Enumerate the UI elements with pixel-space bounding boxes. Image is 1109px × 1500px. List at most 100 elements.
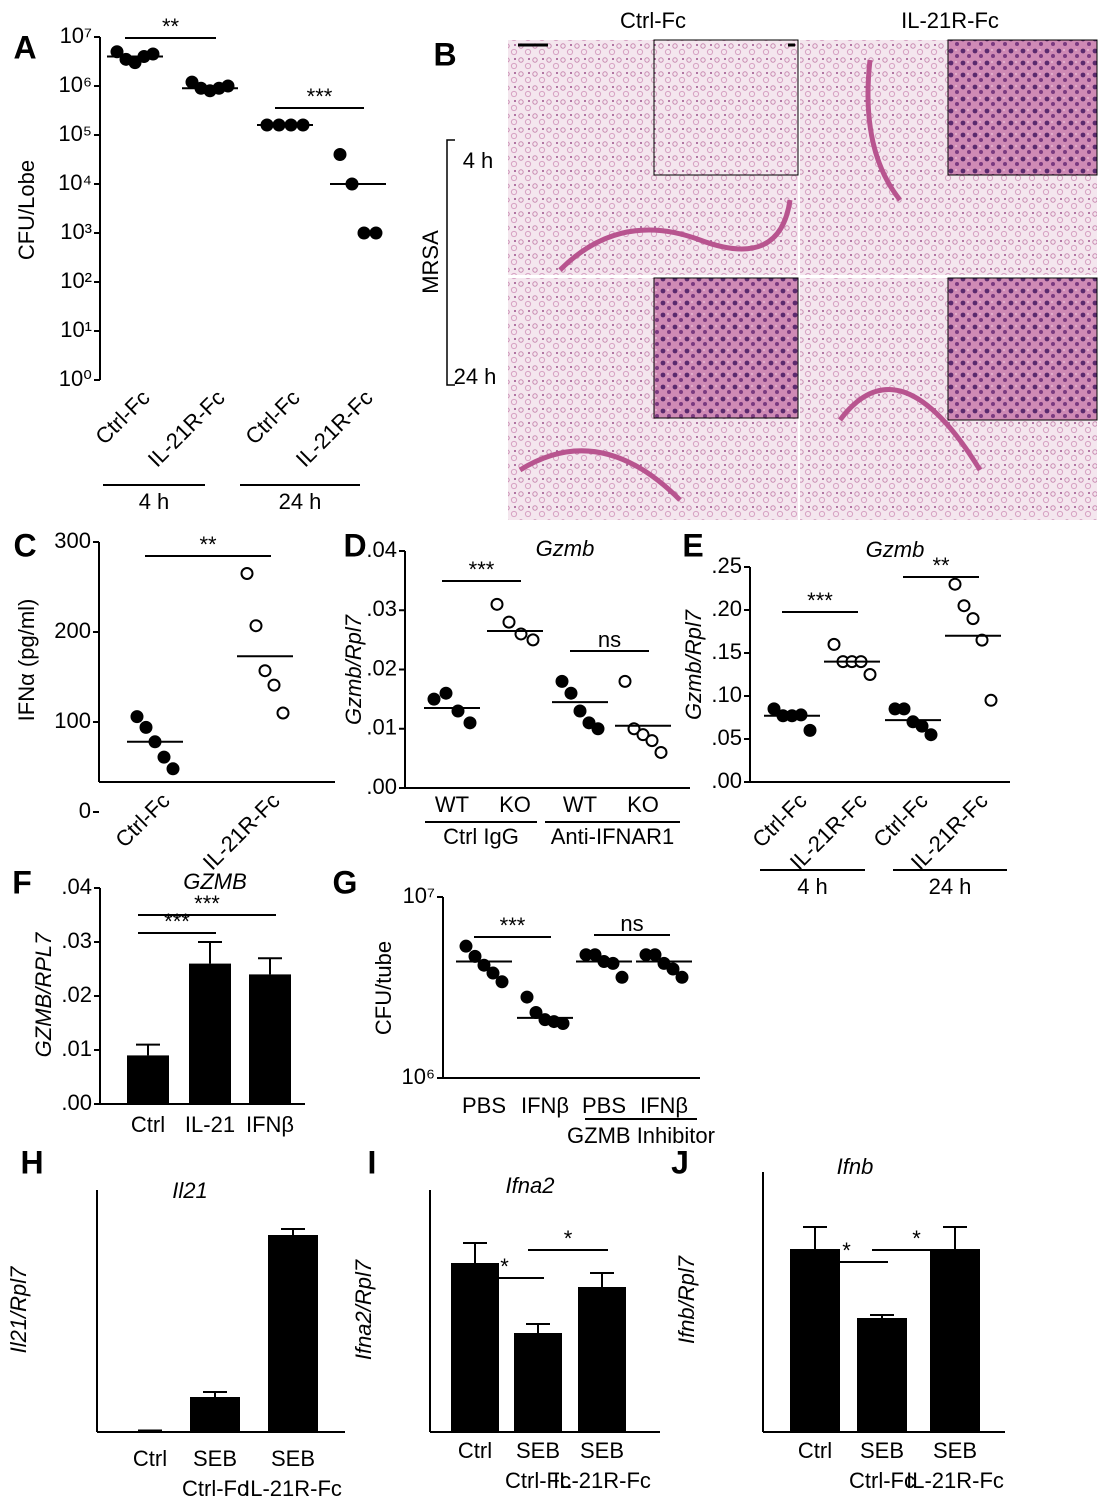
y-tick-label: 300 bbox=[54, 528, 91, 553]
x-tick-label: Ctrl bbox=[133, 1446, 167, 1471]
x-tick-label: Ctrl-Fc bbox=[110, 788, 174, 852]
y-tick-label: 10⁷ bbox=[60, 23, 92, 48]
panel-letter: J bbox=[671, 1144, 689, 1180]
x-tick-sublabel: IL-21R-Fc bbox=[553, 1468, 651, 1493]
data-point bbox=[915, 719, 929, 733]
data-point bbox=[130, 710, 144, 724]
y-tick-label: .03 bbox=[366, 596, 397, 621]
data-point bbox=[463, 716, 477, 730]
x-tick-label: WT bbox=[563, 792, 597, 817]
data-point bbox=[863, 668, 877, 681]
panel-letter: A bbox=[13, 29, 36, 65]
panel-letter: C bbox=[13, 527, 36, 563]
data-point bbox=[645, 734, 659, 748]
data-point bbox=[468, 949, 482, 963]
x-tick-label: Ctrl-Fc bbox=[240, 385, 304, 449]
y-tick-label: .01 bbox=[61, 1036, 92, 1061]
significance-label: * bbox=[842, 1238, 851, 1263]
significance-label: ** bbox=[162, 14, 180, 39]
bar bbox=[190, 1397, 240, 1432]
panel-letter: B bbox=[433, 36, 456, 72]
y-tick-label: .04 bbox=[366, 537, 397, 562]
x-tick-label: IL-21R-Fc bbox=[143, 385, 230, 472]
bar bbox=[790, 1249, 840, 1432]
panel-letter: E bbox=[682, 527, 703, 563]
panel-letter: D bbox=[343, 527, 366, 563]
inset bbox=[947, 39, 1098, 176]
x-tick-label: Ctrl-Fc bbox=[90, 385, 154, 449]
y-axis-label: GZMB/RPL7 bbox=[31, 932, 56, 1057]
significance-label: * bbox=[912, 1226, 921, 1251]
y-tick-label: .10 bbox=[711, 682, 742, 707]
x-tick-label: IFNβ bbox=[246, 1112, 294, 1137]
row-label: 24 h bbox=[454, 364, 497, 389]
y-tick-label: .20 bbox=[711, 596, 742, 621]
significance-label: * bbox=[564, 1226, 573, 1251]
x-tick-label: IL-21R-Fc bbox=[198, 788, 285, 875]
bar bbox=[127, 1055, 169, 1104]
panel-letter: I bbox=[368, 1144, 377, 1180]
bar bbox=[930, 1249, 980, 1432]
data-point bbox=[827, 637, 841, 651]
data-point bbox=[564, 686, 578, 700]
panel-c: C IFNα (pg/ml) 0 100 200 300 Ctrl-Fc IL-21R-Fc *… bbox=[13, 527, 335, 875]
data-point bbox=[267, 678, 281, 692]
data-point bbox=[221, 79, 235, 93]
y-tick-label: 10⁶ bbox=[401, 1064, 435, 1089]
chart-title: Ifnb bbox=[837, 1154, 874, 1179]
data-point bbox=[427, 692, 441, 706]
y-axis-label: Gzmb/Rpl7 bbox=[341, 614, 366, 725]
x-tick-sublabel: IL-21R-Fc bbox=[244, 1476, 342, 1500]
data-point bbox=[957, 599, 971, 613]
y-axis-label: IFNα (pg/ml) bbox=[14, 599, 39, 722]
group-label: 4 h bbox=[139, 489, 170, 514]
x-tick-label: KO bbox=[499, 792, 531, 817]
group-label: 4 h bbox=[797, 874, 828, 899]
x-tick-sublabel: Ctrl-Fc bbox=[849, 1468, 915, 1493]
y-axis-label: CFU/tube bbox=[371, 941, 396, 1035]
bar bbox=[451, 1263, 499, 1432]
significance-label: *** bbox=[194, 891, 220, 916]
bracket bbox=[446, 139, 455, 386]
y-tick-label: .00 bbox=[61, 1090, 92, 1115]
data-point bbox=[555, 674, 569, 688]
y-tick-label: .05 bbox=[711, 725, 742, 750]
data-point bbox=[966, 612, 980, 626]
panel-f: F GZMB GZMB/RPL7 .00 .01 .02 .03 .04 Ctrl IL-21 IF… bbox=[12, 864, 305, 1137]
data-point bbox=[675, 970, 689, 984]
y-tick-label: .25 bbox=[711, 553, 742, 578]
x-tick-label: SEB bbox=[193, 1446, 237, 1471]
x-tick-label: IL-21 bbox=[185, 1112, 235, 1137]
inset bbox=[947, 277, 1098, 421]
x-tick-sublabel: Ctrl-Fc bbox=[182, 1476, 248, 1500]
data-point bbox=[615, 970, 629, 984]
data-point bbox=[333, 147, 347, 161]
significance-label: ns bbox=[598, 627, 621, 652]
data-point bbox=[139, 720, 153, 734]
x-tick-label: Ctrl bbox=[458, 1438, 492, 1463]
data-point bbox=[502, 615, 516, 629]
column-label: Ctrl-Fc bbox=[620, 8, 686, 33]
x-tick-label: IFNβ bbox=[640, 1093, 688, 1118]
data-point bbox=[556, 1017, 570, 1031]
y-tick-label: 10⁴ bbox=[58, 170, 92, 195]
data-point bbox=[897, 702, 911, 716]
group-label: Ctrl IgG bbox=[443, 824, 519, 849]
y-tick-label: .04 bbox=[61, 874, 92, 899]
x-tick-label: SEB bbox=[271, 1446, 315, 1471]
x-tick-label: SEB bbox=[860, 1438, 904, 1463]
y-tick-label: .03 bbox=[61, 928, 92, 953]
data-point bbox=[648, 948, 662, 962]
significance-label: *** bbox=[469, 557, 495, 582]
x-tick-label: SEB bbox=[580, 1438, 624, 1463]
row-group-label: MRSA bbox=[418, 230, 443, 294]
chart-title: Gzmb bbox=[866, 537, 925, 562]
data-point bbox=[258, 664, 272, 678]
bar bbox=[125, 1431, 175, 1432]
significance-label: ** bbox=[199, 532, 217, 557]
data-point bbox=[157, 750, 171, 764]
significance-label: ns bbox=[620, 911, 643, 936]
y-tick-label: .02 bbox=[366, 655, 397, 680]
